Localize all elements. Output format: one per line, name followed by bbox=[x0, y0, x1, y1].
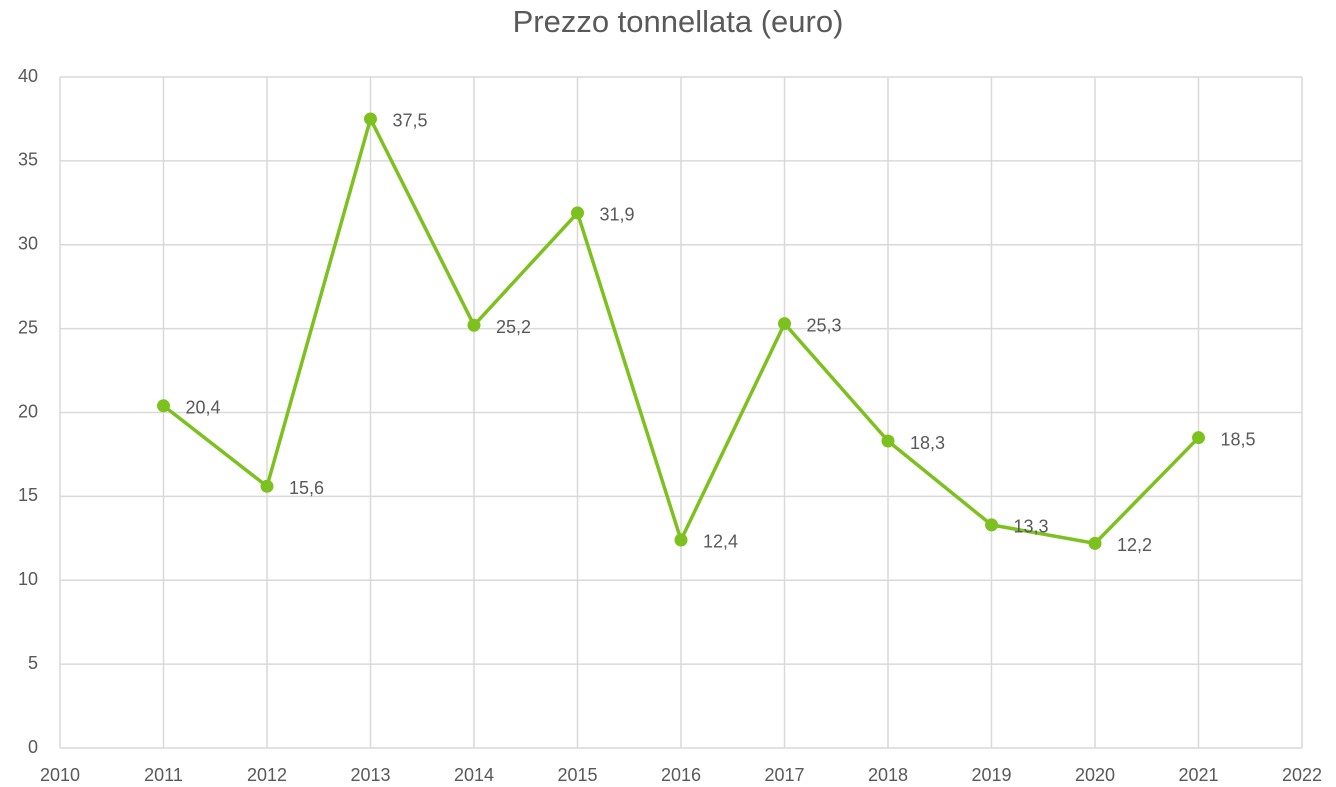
x-tick-label: 2022 bbox=[1282, 765, 1322, 785]
data-label: 37,5 bbox=[393, 111, 428, 131]
point bbox=[1192, 431, 1205, 445]
y-tick-label: 15 bbox=[18, 485, 38, 505]
data-label: 18,3 bbox=[910, 433, 945, 453]
x-tick-label: 2010 bbox=[40, 765, 80, 785]
x-tick-label: 2016 bbox=[661, 765, 701, 785]
y-tick-label: 0 bbox=[28, 737, 38, 757]
chart-title: Prezzo tonnellata (euro) bbox=[513, 4, 844, 39]
x-tick-label: 2014 bbox=[454, 765, 494, 785]
data-label: 31,9 bbox=[600, 205, 635, 225]
point bbox=[260, 479, 274, 493]
y-tick-label: 30 bbox=[18, 234, 38, 254]
y-tick-label: 25 bbox=[18, 317, 38, 337]
point bbox=[881, 434, 895, 448]
x-tick-label: 2013 bbox=[350, 765, 390, 785]
y-tick-label: 20 bbox=[18, 401, 38, 421]
data-label: 20,4 bbox=[186, 398, 221, 418]
x-tick-label: 2021 bbox=[1178, 765, 1218, 785]
point bbox=[571, 206, 584, 220]
data-label: 13,3 bbox=[1014, 517, 1049, 537]
y-tick-label: 40 bbox=[18, 66, 38, 86]
data-label: 12,2 bbox=[1117, 535, 1152, 555]
x-tick-label: 2020 bbox=[1075, 765, 1115, 785]
x-tick-label: 2017 bbox=[764, 765, 804, 785]
data-label: 25,3 bbox=[807, 315, 842, 335]
point bbox=[985, 518, 998, 532]
point bbox=[467, 318, 481, 332]
y-tick-label: 5 bbox=[28, 653, 38, 673]
y-tick-label: 10 bbox=[18, 569, 38, 589]
point bbox=[674, 533, 688, 547]
data-label: 25,2 bbox=[496, 317, 531, 337]
data-label: 15,6 bbox=[289, 478, 324, 498]
data-label: 12,4 bbox=[703, 532, 738, 552]
data-label: 18,5 bbox=[1221, 429, 1256, 449]
x-tick-label: 2018 bbox=[868, 765, 908, 785]
y-tick-label: 35 bbox=[18, 150, 38, 170]
point bbox=[778, 317, 791, 331]
x-tick-label: 2015 bbox=[557, 765, 597, 785]
point bbox=[1088, 536, 1102, 550]
point bbox=[364, 112, 377, 126]
x-tick-label: 2019 bbox=[971, 765, 1011, 785]
point bbox=[157, 399, 170, 413]
x-tick-label: 2011 bbox=[144, 765, 183, 785]
x-tick-label: 2012 bbox=[247, 765, 287, 785]
